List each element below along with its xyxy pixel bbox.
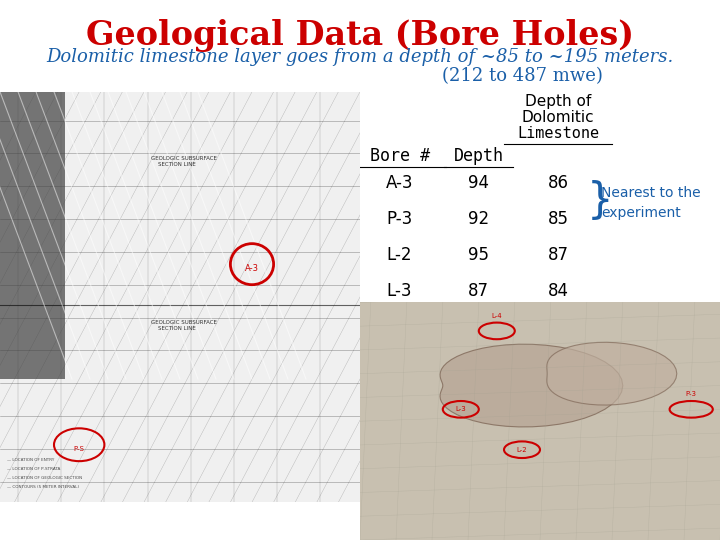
Text: L-2: L-2 bbox=[387, 246, 413, 264]
Text: L-4: L-4 bbox=[492, 313, 502, 319]
Text: 84: 84 bbox=[547, 282, 569, 300]
Polygon shape bbox=[547, 342, 677, 405]
Text: 87: 87 bbox=[468, 282, 490, 300]
Text: P-3: P-3 bbox=[685, 392, 697, 397]
Text: 105: 105 bbox=[463, 319, 495, 336]
Text: L-2: L-2 bbox=[517, 447, 527, 453]
Text: }: } bbox=[587, 180, 613, 222]
Text: — CONTOURS (5 METER INTERVAL): — CONTOURS (5 METER INTERVAL) bbox=[7, 485, 79, 489]
Text: 98: 98 bbox=[547, 319, 569, 336]
Text: P-3: P-3 bbox=[387, 210, 413, 228]
Text: 95: 95 bbox=[468, 246, 490, 264]
Text: Depth: Depth bbox=[454, 147, 504, 165]
Text: Nearest to the: Nearest to the bbox=[601, 186, 701, 200]
Text: (depth in meters): (depth in meters) bbox=[412, 367, 546, 382]
Text: Depth of: Depth of bbox=[525, 93, 591, 109]
Text: — LOCATION OF P-STRATA: — LOCATION OF P-STRATA bbox=[7, 467, 60, 471]
Text: Dolomitic: Dolomitic bbox=[522, 110, 594, 125]
Text: GEOLOGIC SUBSURFACE
    SECTION LINE: GEOLOGIC SUBSURFACE SECTION LINE bbox=[151, 156, 217, 167]
Text: L-3: L-3 bbox=[387, 282, 413, 300]
Text: 94: 94 bbox=[468, 174, 490, 192]
Text: Bore #: Bore # bbox=[369, 147, 430, 165]
Text: 85: 85 bbox=[547, 210, 569, 228]
Text: L-4: L-4 bbox=[387, 319, 413, 336]
Text: GEOLOGIC SUBSURFACE
    SECTION LINE: GEOLOGIC SUBSURFACE SECTION LINE bbox=[151, 320, 217, 331]
Text: 87: 87 bbox=[547, 246, 569, 264]
Text: P-S: P-S bbox=[73, 446, 85, 452]
Text: A-3: A-3 bbox=[245, 264, 259, 273]
Polygon shape bbox=[440, 344, 623, 427]
Text: (212 to 487 mwe): (212 to 487 mwe) bbox=[441, 68, 603, 85]
Text: A-3: A-3 bbox=[386, 174, 413, 192]
Text: — LOCATION OF ENTRY: — LOCATION OF ENTRY bbox=[7, 458, 55, 462]
Text: 86: 86 bbox=[547, 174, 569, 192]
Text: — LOCATION OF GEOLOGIC SECTION: — LOCATION OF GEOLOGIC SECTION bbox=[7, 476, 82, 480]
Text: Geological Data (Bore Holes): Geological Data (Bore Holes) bbox=[86, 19, 634, 52]
Text: 92: 92 bbox=[468, 210, 490, 228]
Text: L-3: L-3 bbox=[456, 406, 466, 413]
Polygon shape bbox=[0, 92, 65, 379]
Text: experiment: experiment bbox=[601, 206, 681, 220]
Text: Dolomitic limestone layer goes from a depth of ~85 to ~195 meters.: Dolomitic limestone layer goes from a de… bbox=[46, 48, 674, 65]
Text: Limestone: Limestone bbox=[517, 126, 599, 141]
